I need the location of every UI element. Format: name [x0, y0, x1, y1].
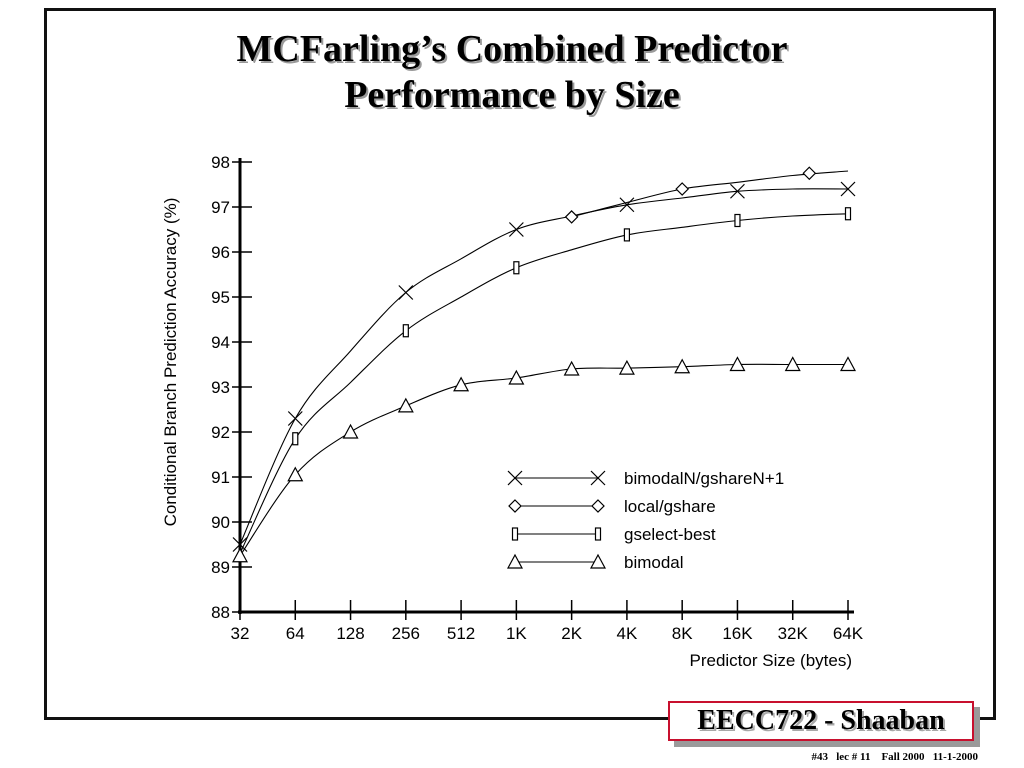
y-tick-label: 94	[211, 333, 230, 352]
y-tick-label: 90	[211, 513, 230, 532]
x-tick-label: 128	[336, 624, 364, 643]
data-point	[618, 359, 635, 375]
data-point	[623, 228, 631, 242]
legend-entry: local/gshare	[508, 497, 716, 516]
x-tick-label: 1K	[506, 624, 527, 643]
author-badge: EECC722 - Shaaban	[668, 701, 980, 747]
legend-marker	[591, 499, 605, 513]
x-tick-label: 8K	[672, 624, 693, 643]
marker-stroke	[730, 183, 745, 199]
y-tick-label: 97	[211, 198, 230, 217]
y-tick-label: 95	[211, 288, 230, 307]
legend-marker	[506, 553, 524, 569]
marker-stroke	[398, 285, 414, 300]
marker-stroke	[619, 197, 635, 213]
data-point	[287, 411, 303, 426]
data-point	[729, 356, 746, 372]
data-point	[564, 210, 579, 224]
y-tick-label: 91	[211, 468, 230, 487]
data-point	[287, 466, 304, 482]
chart-legend: bimodalN/gshareN+1 local/gshare gselect-be…	[506, 469, 784, 572]
x-tick-label: 64	[286, 624, 305, 643]
x-tick-label: 32	[231, 624, 250, 643]
legend-marker	[508, 499, 522, 513]
legend-label: local/gshare	[624, 497, 716, 516]
series-line	[239, 363, 848, 557]
slide-title: MCFarling’s Combined Predictor Performan…	[0, 26, 1024, 118]
legend-entry: bimodal	[506, 553, 684, 572]
legend-entry: gselect-best	[511, 525, 716, 544]
slide-title-line-1: MCFarling’s Combined Predictor	[236, 28, 788, 70]
marker-stroke	[507, 470, 523, 486]
legend-marker	[589, 553, 607, 569]
marker-stroke	[590, 470, 606, 486]
x-tick-label: 512	[447, 624, 475, 643]
legend-marker	[590, 470, 606, 486]
data-point	[839, 356, 857, 372]
x-tick-label: 4K	[617, 624, 638, 643]
y-tick-label: 92	[211, 423, 230, 442]
data-point	[402, 324, 409, 338]
y-tick-label: 93	[211, 378, 230, 397]
x-tick-label: 2K	[561, 624, 582, 643]
data-point	[232, 537, 248, 552]
data-point	[730, 183, 745, 199]
data-point	[674, 358, 691, 374]
slide-title-line-2: Performance by Size	[344, 74, 680, 116]
series-line	[239, 188, 849, 545]
chart-curves	[239, 170, 849, 557]
legend-marker	[511, 527, 519, 541]
legend-marker	[594, 527, 602, 541]
data-point	[508, 369, 525, 385]
data-point	[231, 547, 249, 563]
data-point	[397, 397, 414, 413]
marker-stroke	[840, 181, 856, 197]
data-point	[342, 423, 359, 439]
x-tick-label: 32K	[778, 624, 809, 643]
chart-markers	[231, 166, 857, 563]
chart-axes: 88 89 90 91 92 93 94 95 96 97 98 32 64 128 256 512 1K 2K 4…	[211, 153, 864, 643]
marker-stroke	[287, 411, 303, 426]
marker-stroke	[508, 222, 524, 237]
x-tick-label: 16K	[722, 624, 753, 643]
y-tick-label: 98	[211, 153, 230, 172]
marker-stroke	[232, 537, 248, 552]
data-point	[844, 207, 852, 221]
data-point	[675, 182, 690, 196]
y-tick-label: 89	[211, 558, 230, 577]
data-point	[508, 222, 524, 237]
series-line	[571, 170, 849, 218]
badge-label: EECC722 - Shaaban	[668, 701, 974, 741]
data-point	[734, 213, 741, 228]
series-line	[239, 213, 849, 554]
data-point	[802, 166, 817, 181]
data-point	[453, 376, 470, 392]
data-point	[784, 356, 801, 372]
legend-marker	[507, 470, 523, 486]
data-point	[398, 285, 414, 300]
data-point	[292, 432, 299, 446]
data-point	[840, 181, 856, 197]
x-tick-label: 256	[392, 624, 420, 643]
slide-footer: #43 lec # 11 Fall 2000 11-1-2000	[811, 751, 978, 763]
data-point	[563, 360, 580, 376]
y-axis-label: Conditional Branch Prediction Accuracy (…	[161, 198, 180, 527]
legend-label: gselect-best	[624, 525, 716, 544]
y-tick-label: 88	[211, 603, 230, 622]
legend-label: bimodal	[624, 553, 684, 572]
data-point	[619, 197, 635, 213]
legend-entry: bimodalN/gshareN+1	[507, 469, 784, 488]
x-tick-label: 64K	[833, 624, 864, 643]
legend-label: bimodalN/gshareN+1	[624, 469, 784, 488]
y-tick-label: 96	[211, 243, 230, 262]
data-point	[513, 261, 520, 275]
x-axis-label: Predictor Size (bytes)	[690, 651, 853, 670]
